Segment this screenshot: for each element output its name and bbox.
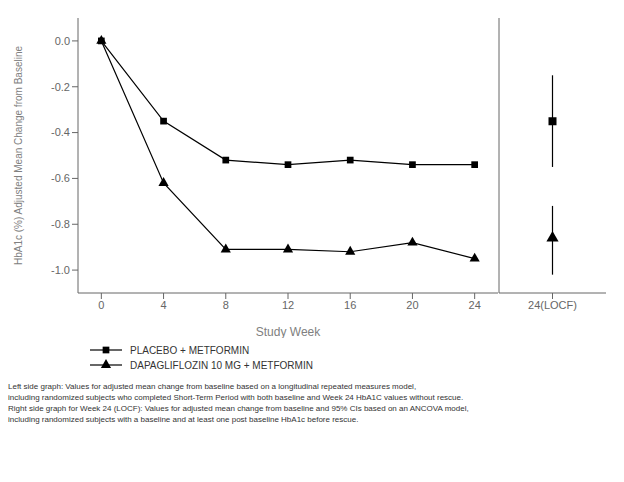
- svg-text:Study Week: Study Week: [256, 325, 321, 338]
- svg-text:16: 16: [344, 299, 356, 311]
- svg-text:20: 20: [406, 299, 418, 311]
- svg-text:-0.8: -0.8: [51, 218, 70, 230]
- svg-text:HbA1c (%) Adjusted Mean Change: HbA1c (%) Adjusted Mean Change from Base…: [13, 46, 24, 265]
- svg-text:4: 4: [160, 299, 166, 311]
- html-text:Left side graph: Values for ad: Left side graph: Values for adjusted mea…: [8, 382, 417, 391]
- svg-text:-0.4: -0.4: [51, 126, 70, 138]
- svg-text:-0.2: -0.2: [51, 81, 70, 93]
- svg-text:-1.0: -1.0: [51, 264, 70, 276]
- svg-text:24: 24: [469, 299, 481, 311]
- html-text:DAPAGLIFLOZIN 10 MG + METFORMI: DAPAGLIFLOZIN 10 MG + METFORMIN: [130, 359, 313, 371]
- svg-text:12: 12: [282, 299, 294, 311]
- svg-text:0: 0: [98, 299, 104, 311]
- svg-text:0.0: 0.0: [55, 35, 70, 47]
- html-text:including randomized subjects: including randomized subjects with a bas…: [8, 415, 359, 424]
- svg-text:-0.6: -0.6: [51, 172, 70, 184]
- html-text:including randomized subjects: including randomized subjects who comple…: [8, 393, 464, 402]
- svg-text:24(LOCF): 24(LOCF): [528, 299, 577, 311]
- html-text:Right side graph for Week 24 (: Right side graph for Week 24 (LOCF): Val…: [8, 404, 469, 413]
- html-text:PLACEBO + METFORMIN: PLACEBO + METFORMIN: [130, 344, 250, 356]
- svg-text:8: 8: [223, 299, 229, 311]
